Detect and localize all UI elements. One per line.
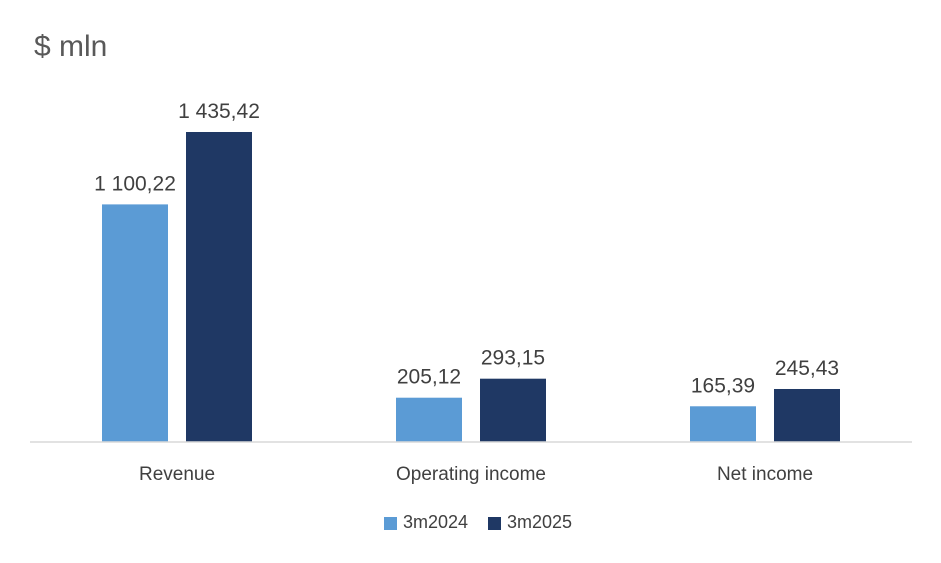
bar-3m2024-operating-income [396,397,462,442]
legend: 3m2024 3m2025 [384,512,572,532]
data-label: 165,39 [691,374,755,397]
legend-label: 3m2024 [403,512,468,532]
x-tick-label: Revenue [139,464,215,485]
data-label: 1 100,22 [94,172,176,195]
bar-3m2024-net-income [690,406,756,442]
data-label: 1 435,42 [178,100,260,123]
bars [102,132,840,442]
legend-label: 3m2025 [507,512,572,532]
chart-title: $ mln [34,30,107,63]
legend-swatch [384,517,397,530]
data-labels: 1 100,22 1 435,42 205,12 293,15 165,39 245,43 [94,100,839,397]
legend-swatch [488,517,501,530]
bar-3m2024-revenue [102,204,168,442]
bar-3m2025-net-income [774,388,840,442]
data-label: 205,12 [397,366,461,389]
data-label: 245,43 [775,357,839,380]
x-tick-label: Net income [717,464,813,485]
bar-3m2025-revenue [186,132,252,442]
data-label: 293,15 [481,347,545,370]
x-tick-label: Operating income [396,464,546,485]
bar-3m2025-operating-income [480,378,546,442]
x-axis-tick-labels: Revenue Operating income Net income [139,464,813,485]
